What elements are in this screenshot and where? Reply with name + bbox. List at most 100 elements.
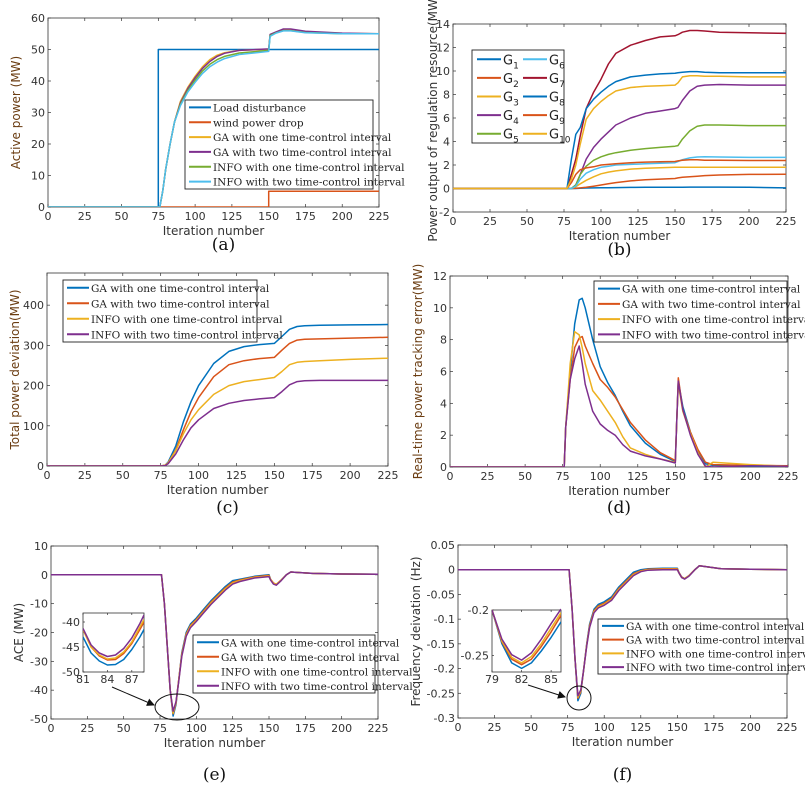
- legend-label: wind power drop: [213, 117, 304, 129]
- legend-label: G5: [503, 128, 519, 146]
- x-tick-label: 200: [332, 210, 353, 223]
- x-tick-label: 175: [295, 722, 316, 735]
- x-tick-label: 0: [450, 215, 457, 228]
- series-group: [458, 565, 787, 702]
- legend: GA with one time-control interval GA with…: [593, 280, 805, 343]
- y-tick-label: -0.05: [427, 588, 455, 601]
- x-tick-label: 175: [295, 210, 316, 223]
- series-line-series-2: [450, 335, 788, 467]
- y-tick-label: 10: [31, 170, 45, 183]
- y-tick-label: 0: [41, 569, 48, 582]
- y-tick-label: -0.2: [468, 604, 489, 617]
- y-tick-label: -45: [62, 641, 80, 654]
- legend-box: [593, 280, 788, 343]
- y-tick-label: -30: [30, 655, 48, 668]
- panel-caption: (e): [203, 765, 226, 785]
- x-tick-label: 84: [100, 673, 114, 686]
- x-tick-label: 82: [515, 673, 529, 686]
- x-tick-label: 50: [117, 722, 131, 735]
- x-tick-label: 100: [590, 470, 611, 483]
- series-line-g3: [453, 166, 786, 190]
- legend-label: G3: [503, 91, 519, 109]
- inset-e-frame: [82, 612, 145, 673]
- x-tick-label: 85: [544, 673, 558, 686]
- series-group: [51, 571, 378, 717]
- series-line-g6: [453, 156, 786, 190]
- y-tick-label: 0: [440, 461, 447, 474]
- x-tick-label: 225: [369, 210, 390, 223]
- x-tick-label: 150: [665, 215, 686, 228]
- legend-label: G4: [503, 109, 519, 127]
- legend-label-base: G: [549, 91, 559, 106]
- x-tick-label: 75: [151, 210, 165, 223]
- x-tick-label: 25: [78, 469, 92, 482]
- legend-label: GA with two time-control interval: [91, 298, 270, 310]
- y-tick-label: 2: [443, 159, 450, 172]
- y-axis-label: ACE (MW): [12, 603, 26, 662]
- legend-label: G10: [549, 128, 571, 146]
- zoom-region-ellipse: [154, 693, 200, 721]
- legend-label: GA with two time-control interval: [213, 147, 392, 159]
- y-tick-label: 10: [34, 540, 48, 553]
- y-tick-label: 0.05: [431, 539, 456, 552]
- y-tick-label: 50: [31, 44, 45, 57]
- zoom-arrow: [111, 686, 155, 706]
- legend: Load disturbance wind power drop GA with o…: [184, 99, 405, 190]
- x-tick-label: 200: [331, 722, 352, 735]
- legend-label: GA with one time-control interval: [626, 621, 805, 633]
- series-line-g9: [453, 158, 786, 190]
- y-tick-label: -40: [30, 684, 48, 697]
- legend-box: [192, 634, 376, 694]
- legend-box: [62, 279, 258, 343]
- legend-label-sub: 7: [559, 80, 565, 90]
- y-tick-label: 60: [31, 12, 45, 25]
- x-tick-label: 100: [594, 721, 615, 734]
- x-tick-label: 50: [524, 721, 538, 734]
- legend-label-base: G: [503, 128, 513, 143]
- legend-label-base: G: [549, 53, 559, 68]
- y-tick-label: 12: [436, 42, 450, 55]
- panel-caption: (d): [607, 498, 631, 518]
- x-axis-label: Iteration number: [167, 483, 269, 497]
- legend-label-base: G: [549, 72, 559, 87]
- x-tick-label: 50: [115, 210, 129, 223]
- legend-box: [184, 99, 374, 190]
- x-axis-label: Iteration number: [568, 484, 670, 498]
- legend-label: INFO with one time-control interval: [626, 648, 805, 660]
- legend-label: G6: [549, 53, 565, 71]
- series-line-series-4: [83, 614, 144, 658]
- x-tick-label: 200: [740, 721, 761, 734]
- panel-caption: (a): [212, 235, 235, 255]
- y-tick-label: 20: [31, 138, 45, 151]
- series-line-series-1: [492, 609, 561, 670]
- series-group: [83, 614, 144, 666]
- y-tick-label: 12: [433, 270, 447, 283]
- y-tick-label: 10: [433, 302, 447, 315]
- x-tick-label: 0: [447, 470, 454, 483]
- x-tick-label: 125: [221, 210, 242, 223]
- x-tick-label: 75: [154, 469, 168, 482]
- x-tick-label: 79: [485, 673, 499, 686]
- series-line-series-3: [492, 609, 561, 664]
- series-line-series-4: [51, 571, 378, 712]
- inset-e: 81 84 87 -50 -45 -40: [62, 612, 145, 686]
- series-line-series-2: [48, 190, 379, 207]
- series-line-series-4: [450, 345, 788, 467]
- legend-label: GA with two time-control interval: [622, 299, 801, 311]
- x-tick-label: 25: [488, 721, 502, 734]
- y-tick-label: 4: [440, 397, 447, 410]
- x-tick-label: 150: [258, 210, 279, 223]
- x-tick-label: 200: [740, 470, 761, 483]
- legend-label: INFO with two time-control interval: [626, 662, 805, 674]
- y-tick-label: 0: [448, 564, 455, 577]
- series-line-series-1: [83, 629, 144, 666]
- legend-label-sub: 5: [513, 136, 519, 146]
- panel-caption: (c): [216, 498, 239, 518]
- x-tick-label: 100: [186, 722, 207, 735]
- legend-label-sub: 8: [559, 99, 565, 109]
- x-tick-label: 225: [368, 722, 389, 735]
- y-tick-label: -10: [30, 598, 48, 611]
- zoom-region-ellipse: [566, 685, 592, 711]
